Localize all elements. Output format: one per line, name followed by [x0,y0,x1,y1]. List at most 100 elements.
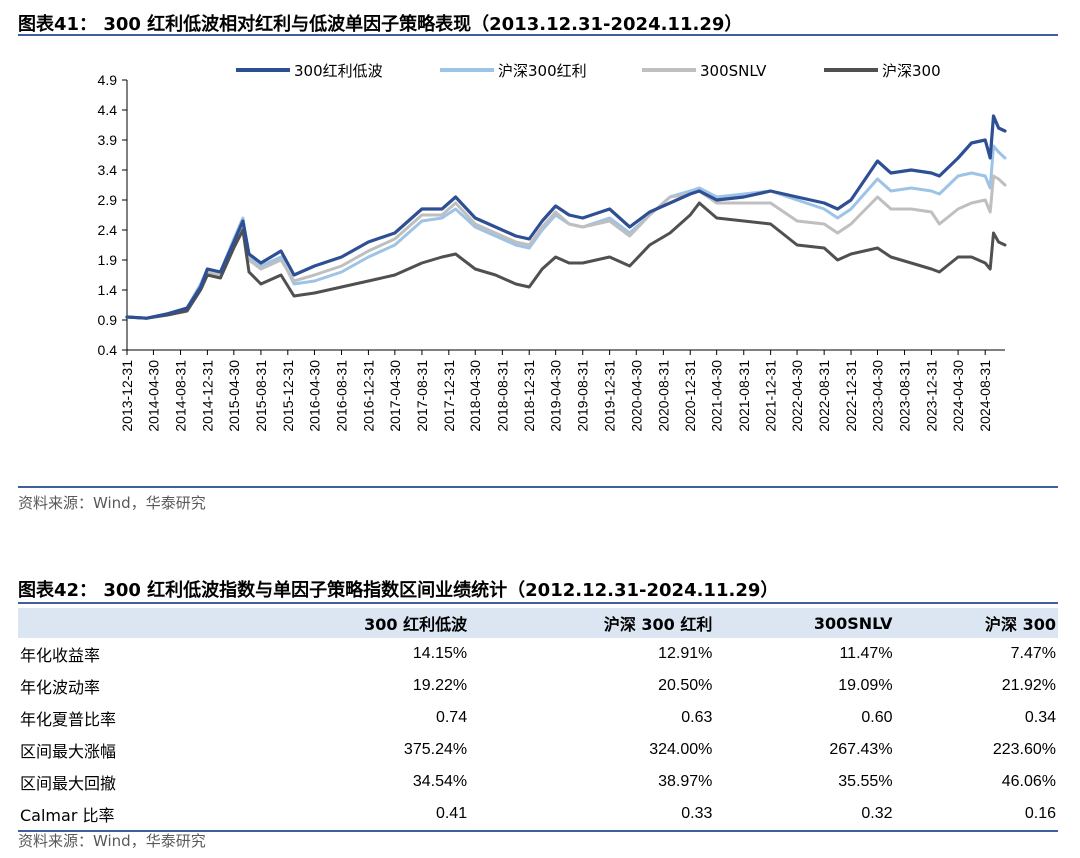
legend-label: 300SNLV [700,62,767,80]
y-axis: 0.4 0.9 1.4 1.9 2.4 2.9 3.4 3.9 4.4 4.9 [98,72,128,358]
x-tick-label: 2019-04-30 [548,360,564,432]
table-cell: 0.74 [435,709,468,726]
x-tick-label: 2016-08-31 [334,360,350,432]
x-tick-label: 2023-08-31 [897,360,913,432]
y-tick-label: 4.9 [98,72,118,88]
table-header-cell [18,608,236,638]
series-line-3 [125,201,1007,320]
y-tick-label: 2.4 [98,222,118,238]
series-line-0 [125,114,1007,320]
figure42-source: 资料来源：Wind，华泰研究 [18,832,206,850]
x-tick-label: 2015-12-31 [280,360,296,432]
x-tick-label: 2018-08-31 [494,360,510,432]
figure41-title: 图表41： 300 红利低波相对红利与低波单因子策略表现（2013.12.31-… [18,14,743,35]
table-row: 年化收益率 14.15% 12.91% 11.47% 7.47% [18,638,1058,670]
x-tick-label: 2015-08-31 [253,360,269,432]
table-cell: 20.50% [658,677,713,694]
performance-stats-table: 300 红利低波 沪深 300 红利 300SNLV 沪深 300 年化收益率 … [18,608,1058,832]
series-line-1 [125,144,1007,320]
x-tick-label: 2021-12-31 [763,360,779,432]
x-tick-label: 2019-12-31 [602,360,618,432]
x-tick-label: 2022-04-30 [789,360,805,432]
table-header-cell: 300 红利低波 [235,608,470,638]
table-cell: 19.22% [412,677,468,694]
y-tick-label: 3.4 [98,162,118,178]
line-chart: 300红利低波 沪深300红利 300SNLV 沪深300 0.4 0.9 1.4 1.9 2… [98,62,1007,432]
x-axis: 2013-12-31 2014-04-30 2014-08-31 2014-12-31… [119,349,1005,432]
table-row: 区间最大涨幅 375.24% 324.00% 267.43% 223.60% [18,734,1058,766]
y-tick-label: 0.4 [98,342,118,358]
table-header-cell: 300SNLV [714,608,895,638]
x-tick-label: 2015-04-30 [226,360,242,432]
table-cell: 11.47% [839,645,893,662]
legend-label: 沪深300 [882,62,941,80]
table-header-cell: 沪深 300 [894,608,1058,638]
x-tick-label: 2017-04-30 [387,360,403,432]
x-tick-label: 2024-08-31 [977,360,993,432]
table-cell: 0.60 [861,709,893,726]
legend-label: 沪深300红利 [498,62,587,80]
figure41-source: 资料来源：Wind，华泰研究 [18,494,206,512]
legend-label: 300红利低波 [294,62,383,80]
x-tick-label: 2024-04-30 [950,360,966,432]
table-cell: 223.60% [992,741,1056,758]
x-tick-label: 2022-12-31 [843,360,859,432]
table-cell: 14.15% [412,645,468,662]
table-cell: 34.54% [412,773,468,790]
x-tick-label: 2018-12-31 [521,360,537,432]
figure42-top-rule [18,602,1058,604]
x-tick-label: 2016-12-31 [360,360,376,432]
table-cell: 38.97% [658,773,713,790]
table-cell: 324.00% [649,741,713,758]
y-tick-label: 2.9 [98,192,118,208]
x-tick-label: 2017-12-31 [441,360,457,432]
y-tick-label: 1.4 [98,282,118,298]
table-cell: 19.09% [838,677,893,694]
y-tick-label: 4.4 [98,102,118,118]
table-row-label: 年化收益率 [20,646,101,665]
x-tick-label: 2014-12-31 [199,360,215,432]
table-cell: 0.41 [235,798,470,832]
table-row: Calmar 比率 0.41 0.33 0.32 0.16 [18,798,1058,832]
table-cell: 12.91% [658,645,713,662]
y-tick-label: 0.9 [98,312,118,328]
chart-series-lines [125,114,1007,320]
x-tick-label: 2019-08-31 [575,360,591,432]
table-cell: 267.43% [829,741,893,758]
table-row-label: 区间最大回撤 [20,774,117,793]
table-cell: 0.34 [1024,709,1056,726]
x-tick-label: 2020-12-31 [682,360,698,432]
table-cell: 0.33 [469,798,715,832]
table-cell: 0.63 [681,709,713,726]
x-tick-label: 2021-04-30 [709,360,725,432]
table-cell: 375.24% [403,741,468,758]
table-row: 年化波动率 19.22% 20.50% 19.09% 21.92% [18,670,1058,702]
figure42-title: 图表42： 300 红利低波指数与单因子策略指数区间业绩统计（2012.12.3… [18,580,779,601]
table-row-label: 区间最大涨幅 [20,742,117,761]
table-cell: 46.06% [1001,773,1056,790]
table-row: 区间最大回撤 34.54% 38.97% 35.55% 46.06% [18,766,1058,798]
table-cell: 7.47% [1010,645,1056,662]
table-cell: 0.32 [714,798,895,832]
x-tick-label: 2014-08-31 [173,360,189,432]
table-header-row: 300 红利低波 沪深 300 红利 300SNLV 沪深 300 [18,608,1058,638]
x-tick-label: 2022-08-31 [816,360,832,432]
x-tick-label: 2017-08-31 [414,360,430,432]
x-tick-label: 2014-04-30 [145,360,161,432]
x-tick-label: 2020-04-30 [628,360,644,432]
table-row: 年化夏普比率 0.74 0.63 0.60 0.34 [18,702,1058,734]
series-line-2 [125,174,1007,320]
figure41-bottom-rule [18,486,1058,488]
x-tick-label: 2016-04-30 [306,360,322,432]
x-tick-label: 2023-12-31 [923,360,939,432]
x-tick-label: 2023-04-30 [869,360,885,432]
table-cell: 0.16 [894,798,1058,832]
x-tick-label: 2018-04-30 [467,360,483,432]
figure41-top-rule [18,34,1058,36]
x-tick-label: 2021-08-31 [736,360,752,432]
table-row-label: 年化夏普比率 [20,710,117,729]
table-cell: 35.55% [838,773,893,790]
table-header-cell: 沪深 300 红利 [469,608,715,638]
table-cell: 21.92% [1001,677,1056,694]
chart-legend: 300红利低波 沪深300红利 300SNLV 沪深300 [236,62,941,80]
